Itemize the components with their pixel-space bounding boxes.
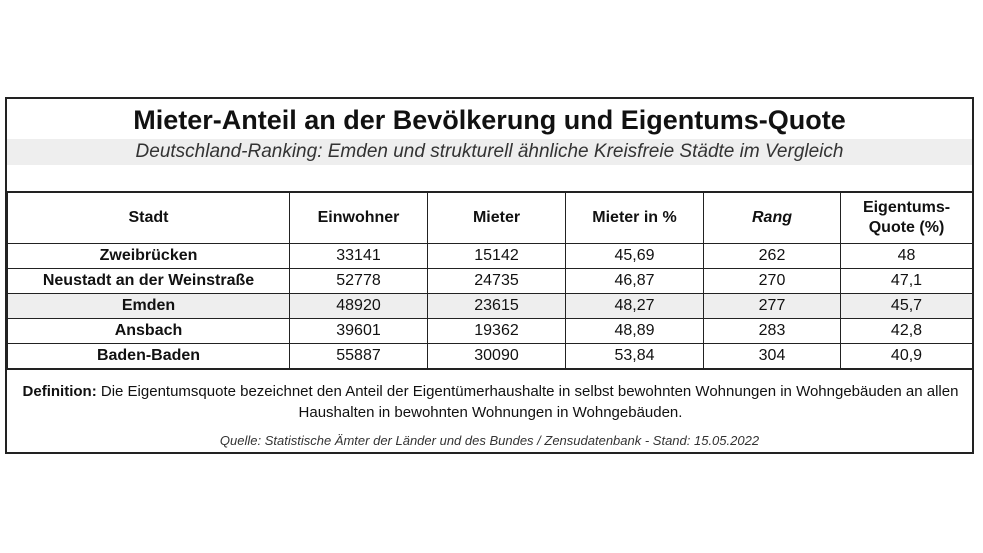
cell-stadt: Emden bbox=[7, 293, 290, 319]
table-row: Zweibrücken 33141 15142 45,69 262 48 bbox=[7, 243, 973, 269]
cell-stadt: Zweibrücken bbox=[7, 243, 290, 269]
cell-mieter-pct: 48,27 bbox=[565, 293, 704, 319]
table-row: Ansbach 39601 19362 48,89 283 42,8 bbox=[7, 318, 973, 344]
cell-mieter-pct: 53,84 bbox=[565, 343, 704, 370]
cell-rang: 262 bbox=[703, 243, 841, 269]
cell-mieter: 23615 bbox=[427, 293, 566, 319]
cell-rang: 277 bbox=[703, 293, 841, 319]
cell-quote: 40,9 bbox=[840, 343, 973, 370]
cell-quote: 42,8 bbox=[840, 318, 973, 344]
ranking-table-card: Mieter-Anteil an der Bevölkerung und Eig… bbox=[5, 97, 974, 454]
table-row: Neustadt an der Weinstraße 52778 24735 4… bbox=[7, 268, 973, 294]
cell-einwohner: 48920 bbox=[289, 293, 428, 319]
page-subtitle: Deutschland-Ranking: Emden und strukture… bbox=[7, 139, 972, 165]
cell-mieter: 15142 bbox=[427, 243, 566, 269]
definition-text: Die Eigentumsquote bezeichnet den Anteil… bbox=[100, 383, 959, 421]
column-header-einwohner: Einwohner bbox=[289, 191, 428, 244]
cell-mieter: 24735 bbox=[427, 268, 566, 294]
cell-rang: 304 bbox=[703, 343, 841, 370]
cell-mieter-pct: 48,89 bbox=[565, 318, 704, 344]
source-note: Quelle: Statistische Ämter der Länder un… bbox=[219, 433, 760, 448]
definition-label: Definition: bbox=[22, 383, 97, 400]
column-header-eigentumsquote-line2: Quote (%) bbox=[868, 219, 945, 236]
cell-mieter-pct: 46,87 bbox=[565, 268, 704, 294]
page-title: Mieter-Anteil an der Bevölkerung und Eig… bbox=[133, 105, 846, 135]
cell-stadt: Baden-Baden bbox=[7, 343, 290, 370]
cell-quote: 47,1 bbox=[840, 268, 973, 294]
data-table: Stadt Einwohner Mieter Mieter in % Rang … bbox=[7, 191, 973, 370]
cell-quote: 48 bbox=[840, 243, 973, 269]
column-header-stadt: Stadt bbox=[7, 191, 290, 244]
column-header-mieter: Mieter bbox=[427, 191, 566, 244]
cell-einwohner: 52778 bbox=[289, 268, 428, 294]
cell-quote: 45,7 bbox=[840, 293, 973, 319]
cell-einwohner: 55887 bbox=[289, 343, 428, 370]
cell-stadt: Ansbach bbox=[7, 318, 290, 344]
table-row-highlighted: Emden 48920 23615 48,27 277 45,7 bbox=[7, 293, 973, 319]
table-header-row: Stadt Einwohner Mieter Mieter in % Rang … bbox=[7, 191, 973, 244]
column-header-rang: Rang bbox=[703, 191, 841, 244]
column-header-eigentumsquote-line1: Eigentums- bbox=[862, 199, 951, 216]
cell-einwohner: 33141 bbox=[289, 243, 428, 269]
column-header-mieter-pct: Mieter in % bbox=[565, 191, 704, 244]
cell-rang: 283 bbox=[703, 318, 841, 344]
table-row: Baden-Baden 55887 30090 53,84 304 40,9 bbox=[7, 343, 973, 370]
column-header-eigentumsquote: Eigentums- Quote (%) bbox=[840, 191, 973, 244]
cell-mieter: 30090 bbox=[427, 343, 566, 370]
cell-mieter: 19362 bbox=[427, 318, 566, 344]
cell-rang: 270 bbox=[703, 268, 841, 294]
cell-einwohner: 39601 bbox=[289, 318, 428, 344]
definition-note: Definition: Die Eigentumsquote bezeichne… bbox=[17, 381, 964, 423]
cell-stadt: Neustadt an der Weinstraße bbox=[7, 268, 290, 294]
cell-mieter-pct: 45,69 bbox=[565, 243, 704, 269]
